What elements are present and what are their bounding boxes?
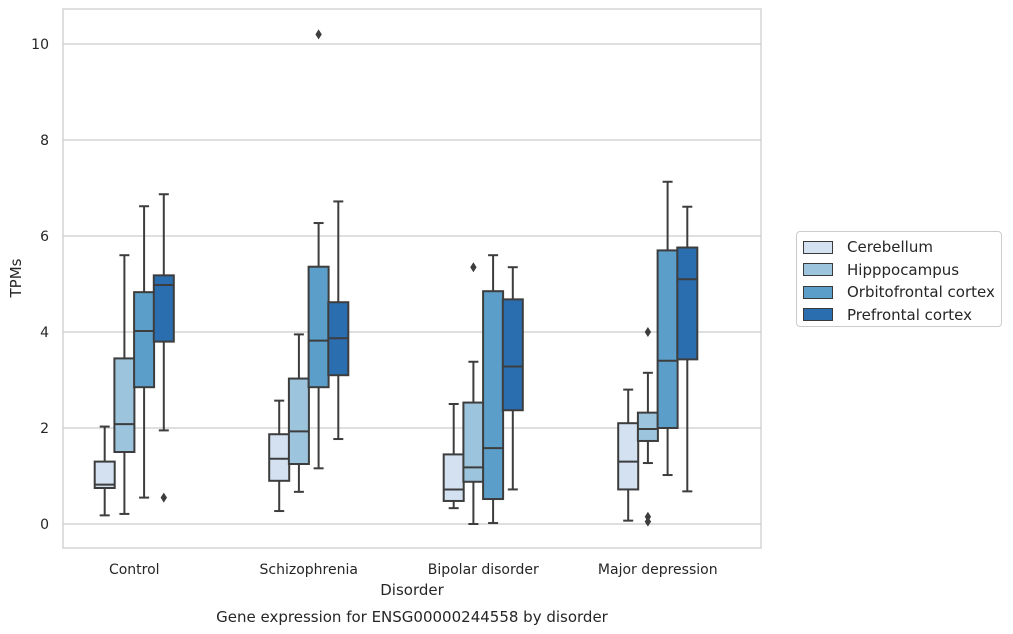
box-group — [482, 254, 505, 525]
box — [113, 357, 136, 453]
y-tick-label: 4 — [40, 325, 49, 341]
box — [656, 249, 679, 429]
chart-title: Gene expression for ENSG00000244558 by d… — [216, 608, 609, 626]
box-group — [656, 180, 679, 477]
grid-lines — [63, 43, 761, 525]
box-group — [327, 200, 350, 441]
box — [501, 298, 524, 412]
box-group — [636, 327, 659, 527]
box — [268, 433, 291, 482]
legend: Cerebellum Hipppocampus Orbitofrontal co… — [796, 231, 1002, 327]
x-tick-label: Schizophrenia — [260, 562, 358, 578]
box-group — [676, 205, 699, 493]
x-tick-labels: Control Schizophrenia Bipolar disorder Majo… — [109, 562, 718, 578]
box-group — [462, 262, 485, 525]
box — [482, 290, 505, 501]
box-group — [307, 29, 330, 470]
box-group — [113, 254, 136, 515]
box-group — [268, 399, 291, 513]
x-tick-label: Bipolar disorder — [428, 562, 539, 578]
box — [676, 246, 699, 361]
legend-swatch — [803, 308, 833, 322]
x-axis-label: Disorder — [380, 581, 444, 599]
outlier-point — [470, 262, 477, 273]
outlier-point — [160, 492, 167, 503]
box — [636, 411, 659, 442]
legend-label: Orbitofrontal cortex — [847, 283, 995, 302]
legend-item: Orbitofrontal cortex — [803, 281, 1001, 304]
box — [617, 422, 640, 491]
legend-label: Cerebellum — [847, 238, 933, 257]
y-tick-label: 8 — [40, 133, 49, 149]
box — [307, 265, 330, 389]
legend-label: Prefrontal cortex — [847, 305, 972, 324]
legend-swatch — [803, 263, 833, 277]
box-group — [287, 333, 310, 493]
y-tick-label: 6 — [40, 229, 49, 245]
box-group — [152, 193, 175, 503]
box-group — [133, 205, 156, 499]
box — [93, 460, 116, 490]
box-marks — [93, 29, 699, 527]
box-group — [93, 425, 116, 517]
y-tick-label: 0 — [40, 517, 49, 533]
box-group — [617, 388, 640, 522]
box — [133, 291, 156, 389]
box-group — [501, 266, 524, 491]
legend-swatch — [803, 240, 833, 254]
y-tick-label: 10 — [31, 37, 49, 53]
outlier-point — [315, 29, 322, 40]
x-tick-label: Major depression — [598, 562, 718, 578]
plot-frame — [62, 8, 762, 549]
y-axis-label: TPMs — [7, 258, 25, 298]
box — [462, 401, 485, 483]
legend-label: Hipppocampus — [847, 260, 960, 279]
y-tick-label: 2 — [40, 421, 49, 437]
legend-item: Cerebellum — [803, 236, 1001, 259]
x-tick-label: Control — [109, 562, 160, 578]
legend-swatch — [803, 285, 833, 299]
box-group — [442, 403, 465, 510]
box — [442, 453, 465, 502]
legend-item: Hipppocampus — [803, 259, 1001, 282]
box — [152, 274, 175, 343]
y-tick-labels: 0 2 4 6 8 10 — [31, 37, 49, 533]
legend-item: Prefrontal cortex — [803, 304, 1001, 327]
outlier-point — [644, 511, 652, 522]
outlier-point — [644, 327, 652, 337]
box — [287, 377, 310, 465]
